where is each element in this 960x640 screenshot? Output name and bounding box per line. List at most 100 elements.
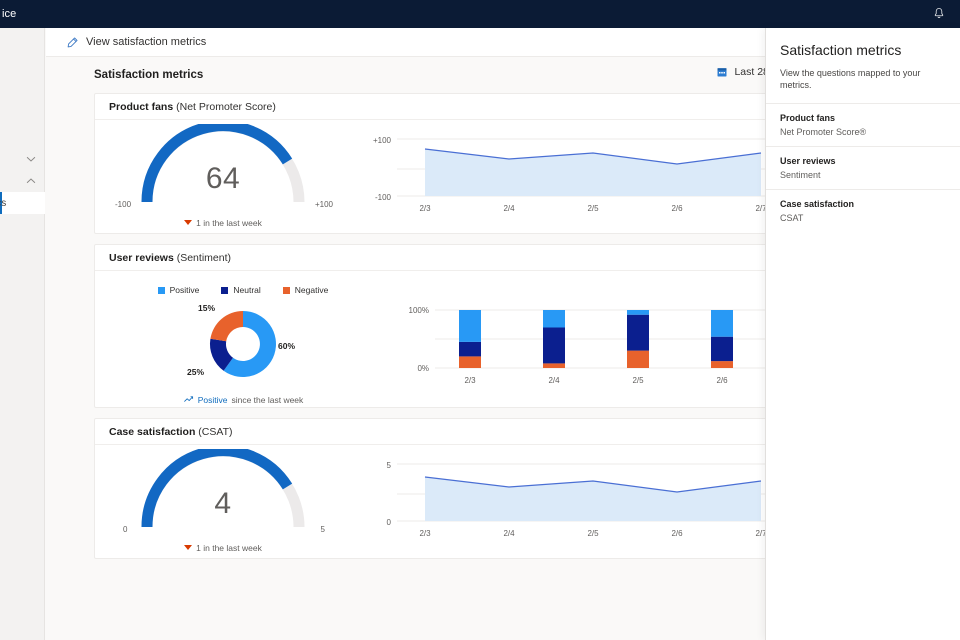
trend-down-icon [184, 220, 193, 225]
panel-row-subtitle: Net Promoter Score® [780, 127, 867, 138]
panel-row-user-reviews[interactable]: User reviews Sentiment [766, 146, 960, 189]
x-tick: 2/5 [587, 204, 599, 213]
gauge-delta-label: 1 in the last week [196, 542, 262, 553]
card-title-text: User reviews [109, 251, 174, 264]
gauge-max-label: +100 [314, 199, 333, 209]
panel-row-subtitle: CSAT [780, 213, 804, 224]
trend-note-rest: since the last week [231, 394, 304, 405]
stacked-bar-svg: 100% 0% [409, 306, 811, 385]
sidebar-item-label: ics [0, 197, 7, 209]
card-title-product-fans: Product fans (Net Promoter Score) [109, 101, 276, 113]
sentiment-donut: Positive Neutral Negative [95, 285, 391, 405]
legend-item-neutral: Neutral [221, 285, 261, 295]
x-tick: 2/6 [671, 204, 683, 213]
x-tick: 2/6 [671, 529, 683, 538]
card-title-case-satisfaction: Case satisfaction (CSAT) [109, 426, 233, 438]
legend-label-negative: Negative [294, 285, 329, 295]
gauge-min-label: 0 [123, 524, 128, 534]
panel-row-subtitle: Sentiment [780, 170, 821, 181]
app-title: ice [2, 8, 17, 20]
bar-group [459, 310, 481, 368]
card-subtitle-text: (Sentiment) [176, 251, 231, 264]
x-tick: 2/3 [419, 204, 431, 213]
card-body: 64 -100 +100 1 in the last week +100 -10… [95, 119, 935, 233]
bell-icon[interactable] [932, 7, 946, 21]
y-tick-min: 0 [387, 518, 392, 527]
csat-gauge: 4 0 5 1 in the last week [95, 444, 351, 553]
x-tick: 2/3 [464, 376, 476, 385]
x-tick: 2/4 [503, 529, 515, 538]
nps-gauge: 64 -100 +100 1 in the last week [95, 119, 351, 228]
card-subtitle-text: (CSAT) [198, 425, 233, 438]
gauge-arc [141, 444, 305, 527]
pen-edit-icon [67, 37, 78, 47]
gauge-delta: 1 in the last week [184, 218, 262, 228]
x-tick: 2/5 [587, 529, 599, 538]
bar-group [711, 310, 733, 368]
x-tick: 2/4 [503, 204, 515, 213]
satisfaction-metrics-panel: Satisfaction metrics View the questions … [765, 28, 960, 640]
donut-wrap: 60% 25% 15% [168, 301, 318, 387]
area-chart-svg: +100 -100 2/3 2/4 2/5 2/6 2/7 [373, 136, 767, 213]
donut-label-negative: 15% [198, 303, 216, 313]
panel-row-title: Product fans [780, 113, 836, 124]
bar-group [627, 310, 649, 368]
y-tick-max: 5 [387, 461, 392, 470]
legend-swatch-positive [157, 286, 165, 294]
sidebar-item-metrics[interactable]: ics [0, 192, 45, 214]
sentiment-trend-note: Positive since the last week [183, 394, 304, 405]
sentiment-legend: Positive Neutral Negative [157, 285, 329, 295]
x-tick: 2/4 [548, 376, 560, 385]
donut-label-positive: 60% [278, 341, 296, 351]
sidebar-item-secondary[interactable]: t [0, 236, 45, 258]
top-header-bar: ice [0, 0, 960, 28]
trend-note-highlight: Positive [197, 394, 228, 405]
donut-chart-svg [209, 311, 276, 377]
trend-up-icon [183, 396, 193, 402]
panel-row-product-fans[interactable]: Product fans Net Promoter Score® [766, 103, 960, 146]
x-tick: 2/3 [419, 529, 431, 538]
x-tick: 2/7 [755, 529, 767, 538]
chevron-up-icon[interactable] [24, 174, 38, 188]
card-header: User reviews (Sentiment) [95, 245, 935, 271]
panel-title: Satisfaction metrics [780, 42, 902, 58]
page-title: Satisfaction metrics [94, 69, 204, 81]
calendar-icon [717, 68, 727, 77]
legend-swatch-negative [282, 286, 290, 294]
card-title-user-reviews: User reviews (Sentiment) [109, 252, 231, 264]
view-satisfaction-metrics-button[interactable]: View satisfaction metrics [66, 36, 206, 49]
x-tick: 2/5 [632, 376, 644, 385]
legend-item-negative: Negative [282, 285, 329, 295]
card-title-text: Product fans [109, 100, 174, 113]
gauge-min-label: -100 [115, 199, 132, 209]
gauge-max-label: 5 [320, 524, 325, 534]
bar-group [543, 310, 565, 368]
y-tick-min: 0% [417, 364, 429, 373]
panel-description: View the questions mapped to your metric… [780, 68, 921, 91]
card-subtitle-text: (Net Promoter Score) [176, 100, 276, 113]
chevron-down-icon[interactable] [24, 152, 38, 166]
csat-area-chart: 5 0 2/3 2/4 2/5 2/6 2/7 [351, 448, 935, 553]
nps-area-chart: +100 -100 2/3 2/4 2/5 2/6 2/7 [351, 123, 935, 228]
legend-swatch-neutral [221, 286, 229, 294]
panel-row-case-satisfaction[interactable]: Case satisfaction CSAT [766, 189, 960, 232]
gauge-value: 4 [214, 486, 232, 520]
x-tick: 2/7 [755, 204, 767, 213]
command-bar-label: View satisfaction metrics [86, 36, 207, 48]
y-tick-max: +100 [373, 136, 392, 145]
card-header: Product fans (Net Promoter Score) [95, 94, 935, 120]
panel-row-title: Case satisfaction [780, 199, 855, 210]
gauge-arc [141, 119, 305, 202]
legend-item-positive: Positive [157, 285, 200, 295]
gauge-delta: 1 in the last week [184, 543, 262, 553]
panel-row-title: User reviews [780, 156, 836, 167]
card-title-text: Case satisfaction [109, 425, 196, 438]
gauge-delta-label: 1 in the last week [196, 217, 262, 228]
legend-label-positive: Positive [169, 285, 200, 295]
card-header: Case satisfaction (CSAT) [95, 419, 935, 445]
area-chart-svg: 5 0 2/3 2/4 2/5 2/6 2/7 [387, 461, 768, 538]
left-nav-rail: ics t [0, 28, 45, 640]
gauge-value: 64 [205, 161, 241, 195]
y-tick-min: -100 [375, 193, 392, 202]
